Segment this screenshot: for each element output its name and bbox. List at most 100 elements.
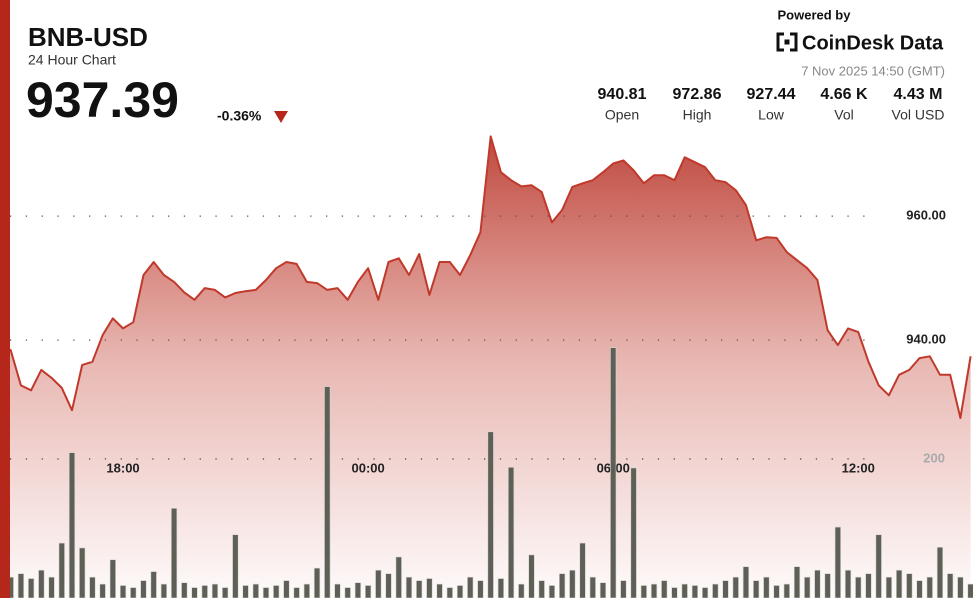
volume-bar [681, 583, 688, 599]
volume-bar [477, 580, 484, 599]
volume-bar [589, 576, 596, 599]
volume-bar [405, 576, 413, 599]
volume-bar [722, 580, 729, 599]
volume-bar [170, 507, 178, 599]
volume-bar [456, 585, 464, 599]
volume-bar [957, 576, 964, 599]
volume-bar [896, 569, 903, 599]
price: 937.39 [26, 72, 179, 128]
volume-bar [58, 542, 65, 599]
volume-bar [783, 583, 790, 599]
timestamp: 7 Nov 2025 14:50 (GMT) [801, 63, 945, 78]
volume-bar [620, 580, 627, 599]
volume-bar [507, 466, 515, 599]
stat-value: 972.86 [673, 86, 722, 103]
volume-bar [140, 580, 147, 599]
volume-bar [201, 585, 208, 599]
volume-bar [497, 578, 504, 599]
stat-value: 4.43 M [894, 86, 943, 103]
stat-label: Vol [834, 107, 853, 123]
volume-bar [48, 576, 55, 599]
volume-bar [916, 580, 923, 599]
volume-bar [426, 578, 433, 599]
volume-bar [844, 569, 852, 599]
volume-bar [793, 566, 801, 599]
subtitle: 24 Hour Chart [28, 52, 116, 68]
stat-label: High [683, 107, 712, 123]
y-tick-label: 960.00 [906, 208, 946, 223]
volume-bar [232, 534, 239, 599]
volume-bar [814, 569, 821, 599]
volume-bar [334, 583, 341, 599]
volume-bar [17, 573, 25, 599]
volume-bar [130, 587, 137, 599]
volume-bar [926, 576, 933, 599]
volume-bar [630, 467, 637, 599]
stat-value: 927.44 [747, 86, 796, 103]
volume-bar [753, 580, 760, 599]
volume-bar [834, 526, 841, 599]
stat-value: 4.66 K [820, 86, 868, 103]
volume-bar [610, 347, 617, 599]
volume-bar [712, 583, 719, 599]
stat-label: Low [758, 107, 785, 123]
volume-bar [599, 582, 607, 599]
volume-bar [548, 585, 556, 599]
volume-bar [650, 583, 658, 599]
volume-bar [395, 556, 402, 599]
volume-bar [99, 583, 106, 599]
volume-bar [313, 567, 321, 599]
volume-bar [354, 582, 362, 599]
volume-bar [38, 569, 45, 599]
x-tick-label: 00:00 [351, 460, 384, 475]
volume-bar [579, 542, 586, 599]
volume-bar [446, 587, 453, 599]
powered-by: Powered by [778, 7, 852, 22]
volume-bar [824, 573, 831, 599]
volume-bar [344, 587, 351, 599]
x-tick-label: 12:00 [842, 460, 875, 475]
volume-bar [732, 576, 739, 599]
x-tick-label: 18:00 [106, 460, 139, 475]
volume-bar [28, 578, 35, 599]
volume-bar [967, 583, 973, 599]
volume-bar [671, 587, 678, 599]
volume-bar [211, 583, 219, 599]
stat-value: 940.81 [598, 86, 647, 103]
chart-title: BNB-USD [28, 22, 148, 52]
stats: 940.81 Open 972.86 High 927.44 Low 4.66 K Vol 4.… [598, 86, 945, 122]
y-tick-label: 940.00 [906, 332, 946, 347]
y2-tick-label: 200 [923, 450, 945, 465]
volume-bar [936, 546, 944, 599]
volume-bar [273, 585, 280, 599]
volume-bar [242, 585, 249, 599]
volume-bar [68, 452, 76, 599]
volume-bar [855, 576, 862, 599]
volume-bar [191, 587, 198, 599]
volume-bar [538, 580, 545, 599]
volume-bar [528, 554, 535, 599]
down-arrow [274, 111, 288, 123]
volume-bar [947, 573, 954, 599]
volume-bar [160, 583, 167, 599]
volume-bar [222, 587, 229, 599]
volume-bar [283, 580, 290, 599]
volume-bar [804, 576, 811, 599]
volume-bar [385, 573, 392, 599]
stat-label: Open [605, 107, 639, 123]
volume-bar [885, 576, 893, 599]
volume-bar [742, 566, 750, 599]
volume-bar [150, 571, 157, 599]
volume-bar [763, 576, 770, 599]
volume-bar [436, 583, 443, 599]
volume-bar [365, 585, 372, 599]
volume-bar [375, 569, 382, 599]
volume-bar [252, 583, 259, 599]
price-line [0, 135, 972, 419]
logo-icon [776, 32, 798, 52]
volume-bar [518, 583, 525, 599]
volume-bar [293, 587, 300, 599]
change: -0.36% [217, 108, 262, 124]
volume-bar [559, 573, 566, 599]
